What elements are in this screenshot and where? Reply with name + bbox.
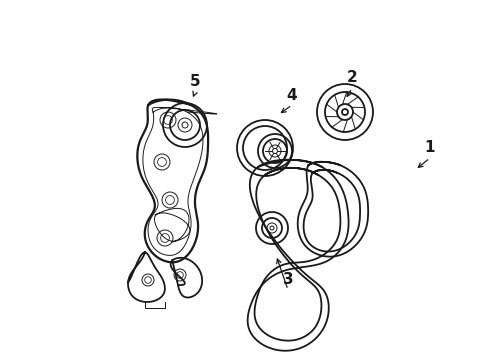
Text: 1: 1: [424, 140, 434, 156]
Text: 3: 3: [282, 273, 293, 288]
Text: 5: 5: [189, 75, 200, 90]
Text: 4: 4: [286, 87, 297, 103]
Text: 2: 2: [346, 71, 357, 85]
